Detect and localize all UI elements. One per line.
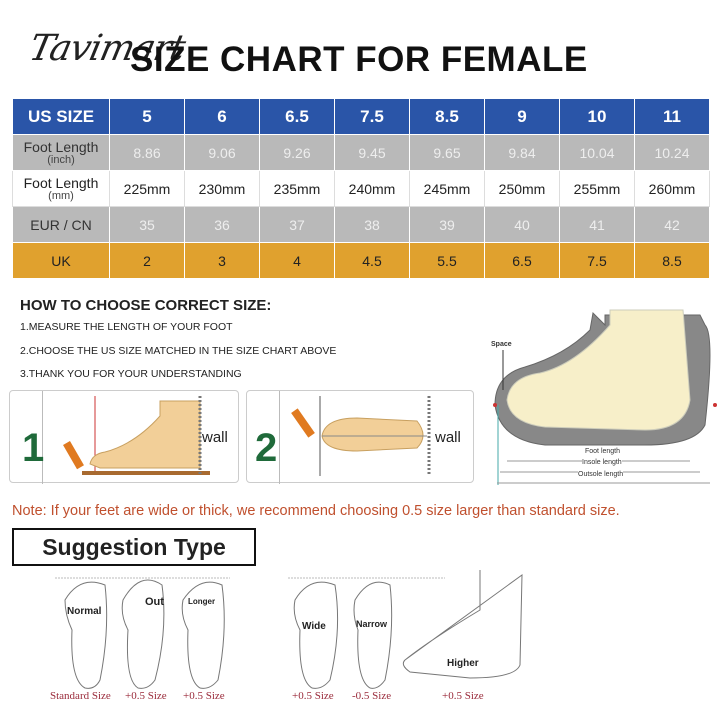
cell: 9.26	[259, 134, 335, 171]
cell: 225mm	[109, 170, 185, 207]
cell: 240mm	[334, 170, 410, 207]
cell: 7.5	[334, 98, 410, 135]
foot-side-icon	[63, 396, 210, 475]
foot-type-label: Higher	[447, 658, 479, 669]
foot-type-label: Out	[145, 596, 164, 608]
cell: 5.5	[409, 242, 485, 279]
cell: 4.5	[334, 242, 410, 279]
measure-panel-2: 2 wall	[246, 390, 474, 484]
cell: 245mm	[409, 170, 485, 207]
cell: 8.5	[409, 98, 485, 135]
cell: 2	[109, 242, 185, 279]
cell: 9.84	[484, 134, 560, 171]
size-suggestion: -0.5 Size	[352, 690, 392, 702]
page-title: SIZE CHART FOR FEMALE	[130, 40, 588, 79]
foot-type-label: Longer	[188, 597, 216, 606]
size-chart-table: US SIZE 5 6 6.5 7.5 8.5 9 10 11 Foot Length (inc…	[12, 98, 710, 279]
foot-types-illustration	[55, 570, 523, 689]
foot-type-label: Narrow	[356, 619, 388, 629]
step-number: 1	[22, 426, 45, 470]
row-label: Foot Length	[23, 138, 99, 155]
row-header: EUR / CN	[12, 206, 110, 243]
table-row-uk: UK 2 3 4 4.5 5.5 6.5 7.5 8.5	[12, 242, 710, 279]
table-row-us-size: US SIZE 5 6 6.5 7.5 8.5 9 10 11	[12, 98, 710, 135]
cell: 9.06	[184, 134, 260, 171]
cell: 8.86	[109, 134, 185, 171]
cell: 39	[409, 206, 485, 243]
howto-step: 2.CHOOSE THE US SIZE MATCHED IN THE SIZE…	[20, 345, 337, 357]
cell: 41	[559, 206, 635, 243]
cell: 260mm	[634, 170, 710, 207]
cell: 11	[634, 98, 710, 135]
table-row-foot-inch: Foot Length (inch) 8.86 9.06 9.26 9.45 9.65 9.…	[12, 134, 710, 171]
howto-step: 3.THANK YOU FOR YOUR UNDERSTANDING	[20, 368, 242, 380]
row-label: Foot Length	[23, 174, 99, 191]
cell: 42	[634, 206, 710, 243]
cell: 6	[184, 98, 260, 135]
cell: 6.5	[484, 242, 560, 279]
size-note: Note: If your feet are wide or thick, we…	[12, 503, 620, 519]
cell: 9.65	[409, 134, 485, 171]
suggestion-title: Suggestion Type	[12, 528, 256, 566]
size-suggestion: +0.5 Size	[183, 690, 225, 702]
cell: 8.5	[634, 242, 710, 279]
space-label: Space	[491, 341, 512, 348]
cell: 4	[259, 242, 335, 279]
size-suggestion: +0.5 Size	[292, 690, 334, 702]
cell: 10.04	[559, 134, 635, 171]
cell: 5	[109, 98, 185, 135]
cell: 230mm	[184, 170, 260, 207]
row-unit: (mm)	[48, 189, 74, 202]
size-suggestion: Standard Size	[50, 690, 111, 702]
cell: 40	[484, 206, 560, 243]
size-suggestion: +0.5 Size	[442, 690, 484, 702]
outsole-length-label: Outsole length	[578, 471, 624, 478]
cell: 3	[184, 242, 260, 279]
table-row-foot-mm: Foot Length (mm) 225mm 230mm 235mm 240mm 245m…	[12, 170, 710, 207]
cell: 37	[259, 206, 335, 243]
row-header: US SIZE	[12, 98, 110, 135]
wall-label: wall	[435, 429, 461, 446]
cell: 7.5	[559, 242, 635, 279]
row-header: UK	[12, 242, 110, 279]
cell: 36	[184, 206, 260, 243]
cell: 255mm	[559, 170, 635, 207]
row-unit: (inch)	[47, 153, 75, 166]
shoe-diagram	[493, 309, 717, 485]
howto-step: 1.MEASURE THE LENGTH OF YOUR FOOT	[20, 321, 233, 333]
cell: 9.45	[334, 134, 410, 171]
cell: 10	[559, 98, 635, 135]
cell: 9	[484, 98, 560, 135]
cell: 235mm	[259, 170, 335, 207]
wall-label: wall	[202, 429, 228, 446]
cell: 38	[334, 206, 410, 243]
howto-title: HOW TO CHOOSE CORRECT SIZE:	[20, 297, 272, 314]
foot-type-label: Wide	[302, 621, 326, 632]
row-header: Foot Length (mm)	[12, 170, 110, 207]
table-row-eur: EUR / CN 35 36 37 38 39 40 41 42	[12, 206, 710, 243]
row-header: Foot Length (inch)	[12, 134, 110, 171]
foot-top-icon	[291, 396, 431, 476]
foot-type-label: Normal	[67, 606, 102, 617]
cell: 6.5	[259, 98, 335, 135]
foot-length-label: Foot length	[585, 448, 621, 455]
insole-length-label: Insole length	[582, 459, 622, 466]
size-suggestion: +0.5 Size	[125, 690, 167, 702]
cell: 250mm	[484, 170, 560, 207]
cell: 10.24	[634, 134, 710, 171]
cell: 35	[109, 206, 185, 243]
measure-panel-1: 1 wall	[9, 390, 239, 484]
step-number: 2	[255, 426, 278, 470]
